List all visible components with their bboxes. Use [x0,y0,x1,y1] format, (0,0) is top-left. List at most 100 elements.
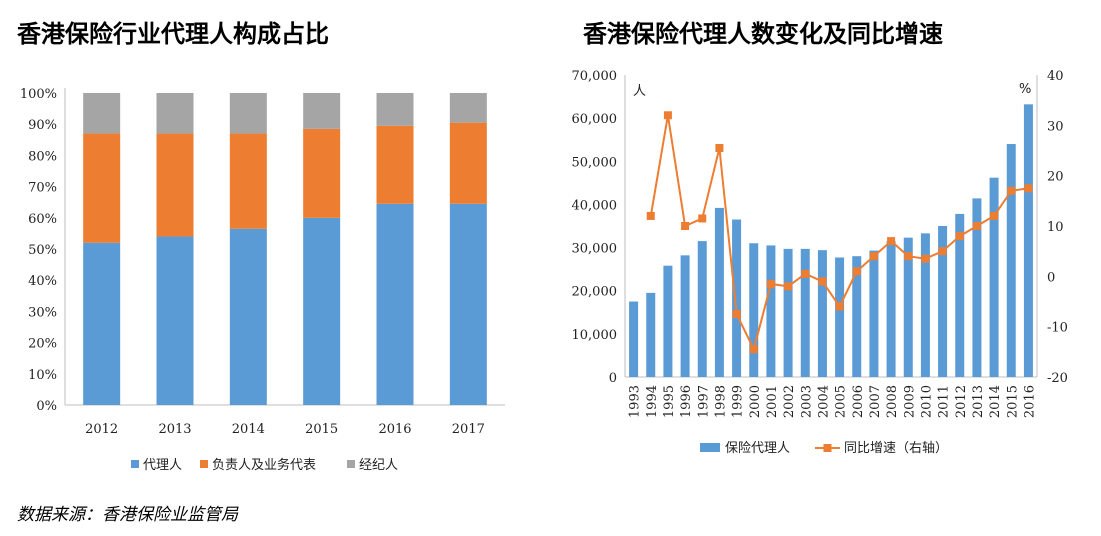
right-x-tick-label: 2006 [851,385,866,418]
right-bar [955,213,965,377]
right-x-tick-label: 2008 [885,385,900,418]
left-y-tick-label: 90% [28,118,57,133]
left-y-tick-label: 30% [28,305,57,320]
right-bar [920,233,930,377]
left-legend-label: 经纪人 [359,458,398,473]
right-right-y-tick-label: 40 [1047,69,1064,84]
right-right-y-tick-label: -10 [1047,321,1068,336]
right-bar [697,241,707,377]
right-bar [938,226,948,377]
right-bar [680,255,690,377]
right-chart-title: 香港保险代理人数变化及同比增速 [583,20,943,48]
right-growth-marker [766,279,775,288]
right-x-tick-label: 2009 [902,385,917,418]
right-growth-marker [646,211,655,220]
right-x-tick-label: 2014 [988,385,1003,418]
right-right-y-tick-label: 10 [1047,220,1064,235]
right-bar [1023,104,1033,377]
right-x-tick-label: 2001 [765,385,780,418]
left-bar-segment [83,93,121,134]
left-y-tick-label: 50% [28,243,57,258]
right-bar [1006,144,1016,377]
right-growth-marker [869,252,878,261]
right-right-y-tick-label: 0 [1047,270,1055,285]
left-y-tick-label: 10% [28,368,57,383]
left-bar-segment [376,93,414,126]
left-y-tick-label: 60% [28,212,57,227]
left-legend-label: 代理人 [143,458,182,473]
right-growth-marker [938,247,947,256]
left-bar-segment [303,217,341,405]
right-right-y-tick-label: 30 [1047,119,1064,134]
right-bar [783,248,793,377]
left-bar-segment [83,133,121,243]
right-growth-marker [801,269,810,278]
right-x-tick-label: 1993 [628,385,643,418]
left-bar-segment [229,133,267,229]
right-bar [732,219,742,377]
left-bar-segment [449,93,487,123]
right-bar [903,237,913,377]
left-y-tick-label: 100% [20,87,57,102]
right-growth-marker [681,222,690,230]
right-bar [663,265,673,377]
right-growth-marker [698,214,707,223]
right-growth-marker [784,282,793,291]
right-x-tick-label: 1998 [713,385,728,418]
right-growth-marker [1007,186,1016,195]
right-left-y-tick-label: 0 [609,371,617,386]
left-bar-segment [303,128,341,218]
right-growth-marker [835,302,844,311]
left-x-tick-label: 2016 [378,422,411,437]
right-bar [646,292,656,377]
right-right-axis-unit: % [1019,82,1031,97]
right-growth-marker [972,222,981,230]
left-legend-label: 负责人及业务代表 [212,457,316,473]
right-left-y-tick-label: 30,000 [572,242,618,257]
right-growth-marker [715,143,724,152]
right-growth-marker [990,211,999,220]
left-y-tick-label: 80% [28,149,57,164]
left-y-tick-label: 0% [36,399,57,414]
right-growth-marker [749,345,758,354]
right-x-tick-label: 2002 [782,385,797,418]
left-bar-segment [449,203,487,405]
left-x-tick-label: 2014 [232,422,265,437]
left-y-tick-label: 70% [28,181,57,196]
left-x-tick-label: 2013 [158,422,191,437]
right-growth-marker [955,232,964,241]
left-y-tick-label: 40% [28,274,57,289]
right-growth-marker [1024,184,1033,193]
right-x-tick-label: 2015 [1005,385,1020,418]
right-legend-bar-label: 保险代理人 [725,441,790,456]
right-bar [852,256,862,377]
right-left-y-tick-label: 40,000 [572,198,618,213]
right-x-tick-label: 2004 [816,385,831,418]
right-x-tick-label: 1996 [679,385,694,418]
right-x-tick-label: 1995 [662,385,677,418]
right-growth-marker [852,267,861,276]
right-bar [629,301,639,377]
left-bar-segment [303,93,341,129]
right-x-tick-label: 1999 [731,385,746,418]
left-bar-segment [229,93,267,134]
right-bar [749,243,759,377]
left-legend-swatch [131,460,139,468]
right-bar [886,241,896,377]
left-chart-title: 香港保险行业代理人构成占比 [17,20,329,48]
right-left-y-tick-label: 60,000 [572,112,618,127]
right-x-tick-label: 2005 [834,385,849,418]
left-x-tick-label: 2015 [305,422,338,437]
left-bar-segment [156,93,194,134]
right-x-tick-label: 2012 [954,385,969,418]
left-x-tick-label: 2012 [85,422,118,437]
right-bar [835,257,845,377]
right-growth-marker [663,111,672,120]
right-left-y-tick-label: 70,000 [572,69,618,84]
right-x-tick-label: 2016 [1022,385,1037,418]
left-bar-segment [449,122,487,204]
right-growth-marker [904,252,913,261]
left-bar-segment [376,125,414,204]
right-bar [800,248,810,377]
